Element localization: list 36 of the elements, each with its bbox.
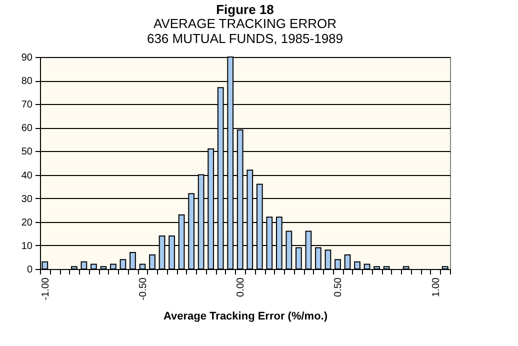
bar: [383, 266, 390, 270]
x-tick-label: -0.50: [138, 277, 149, 300]
y-tick-label: 70: [21, 100, 33, 111]
x-tick-label: 0.50: [333, 277, 344, 297]
bar: [364, 264, 370, 270]
x-tick-label: -1.00: [40, 277, 52, 300]
chart-title: Figure 18: [216, 2, 274, 17]
bar: [149, 254, 156, 270]
bar: [324, 250, 332, 270]
y-tick-label: 20: [21, 217, 33, 228]
y-tick-label: 50: [21, 146, 33, 158]
chart-subtitle: AVERAGE TRACKING ERROR 636 MUTUAL FUNDS, 1985-1989: [146, 16, 344, 46]
bar: [80, 261, 88, 270]
bar: [90, 264, 97, 270]
bar: [130, 252, 136, 270]
bar: [70, 266, 78, 270]
bar: [100, 266, 107, 270]
bar: [374, 266, 380, 270]
y-tick-label: 30: [21, 194, 33, 205]
bar: [354, 261, 360, 270]
x-tick-label: 0.00: [236, 277, 247, 297]
bar: [139, 264, 146, 270]
x-axis-title: Average Tracking Error (%/mo.): [163, 310, 328, 322]
y-tick-label: 60: [21, 123, 33, 134]
bar: [110, 264, 116, 270]
y-tick-label: 0: [26, 264, 33, 276]
y-tick-label: 80: [21, 76, 33, 88]
x-tick-label: 1.00: [430, 277, 442, 297]
bar: [120, 259, 126, 270]
bar: [442, 266, 448, 270]
y-tick-label: 90: [21, 52, 33, 64]
bar: [344, 254, 351, 270]
bar: [334, 259, 341, 270]
y-tick-label: 10: [21, 240, 33, 252]
bar: [402, 266, 410, 270]
y-tick-label: 40: [21, 170, 33, 182]
